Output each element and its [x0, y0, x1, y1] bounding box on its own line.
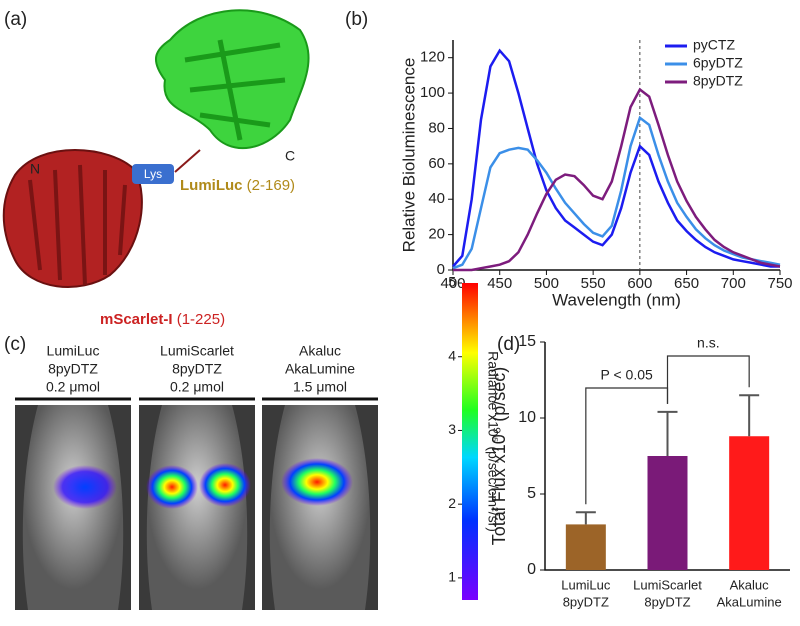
y-tick-label: 0: [437, 261, 445, 278]
series-line: [452, 48, 780, 268]
linker-label: Lys: [144, 167, 162, 181]
panel-label: (d): [497, 334, 520, 355]
group-label: AkaLumine: [285, 361, 355, 377]
group-label: Akaluc: [299, 343, 341, 359]
legend-label: 6pyDTZ: [693, 55, 743, 71]
x-tick-label: Akaluc: [730, 577, 770, 592]
colorbar: [462, 283, 478, 600]
x-tick-label: 600: [627, 275, 652, 292]
colorbar-tick-label: 3: [448, 421, 456, 437]
group-label: 0.2 μmol: [170, 379, 224, 395]
x-tick-label: 500: [534, 275, 559, 292]
domain-label: LumiLuc (2-169): [180, 177, 295, 194]
error-bar: [657, 410, 678, 456]
y-tick-label: 15: [518, 333, 536, 350]
x-tick-label: 8pyDTZ: [644, 594, 690, 609]
y-tick-label: 20: [428, 226, 445, 243]
y-tick-label: 10: [518, 409, 536, 426]
significance-label: n.s.: [697, 335, 720, 351]
n-terminus: N: [30, 161, 40, 177]
series-line: [453, 87, 781, 272]
lumiluc-structure: [155, 9, 310, 149]
y-tick-label: 60: [428, 155, 445, 172]
y-tick-label: 40: [428, 190, 445, 207]
colorbar-tick-label: 5: [448, 274, 456, 290]
lumiluc-strands: [184, 39, 286, 141]
legend-label: 8pyDTZ: [693, 73, 743, 89]
colorbar-tick-label: 1: [448, 569, 456, 585]
c-terminus: C: [285, 148, 295, 164]
y-axis-label: Relative Bioluminescence: [399, 58, 418, 253]
panel-label: (c): [4, 334, 26, 355]
legend-label: pyCTZ: [693, 37, 735, 53]
x-tick-label: 750: [767, 275, 792, 292]
x-tick-label: 700: [721, 275, 746, 292]
error-bar: [575, 511, 596, 525]
group-label: 1.5 μmol: [293, 379, 347, 395]
bar: [729, 436, 770, 570]
domain-name: LumiLuc: [180, 177, 243, 194]
panel-label: (a): [4, 9, 27, 30]
x-tick-label: 8pyDTZ: [563, 594, 609, 609]
y-axis-label: Total Flux x10⁶ (p/sec): [489, 367, 509, 545]
colorbar-tick-label: 4: [448, 347, 456, 363]
signal: [53, 465, 117, 509]
x-axis-label: Wavelength (nm): [552, 290, 681, 309]
panel-c: (c) LumiLuc 8pyDTZ 0.2 μmol LumiScarlet 8pyD…: [4, 334, 378, 610]
x-tick-label: 550: [581, 275, 606, 292]
mouse-body: [146, 405, 248, 610]
signal: [146, 465, 198, 509]
group-label: 8pyDTZ: [48, 361, 98, 377]
signal: [281, 458, 353, 506]
y-tick-label: 0: [527, 561, 536, 578]
significance-bracket: [666, 355, 750, 404]
signal: [199, 463, 251, 507]
domain-label: mScarlet-I (1-225): [100, 311, 225, 328]
error-bar: [739, 394, 760, 437]
x-tick-label: AkaLumine: [717, 594, 782, 609]
group-label: LumiLuc: [47, 343, 100, 359]
bar: [565, 524, 606, 570]
panel-label: (b): [345, 9, 368, 30]
significance-label: P < 0.05: [601, 367, 654, 383]
group-label: 8pyDTZ: [172, 361, 222, 377]
y-tick-label: 80: [428, 119, 445, 136]
domain-range: (1-225): [177, 311, 225, 328]
y-tick-label: 100: [420, 84, 445, 101]
colorbar-tick-label: 2: [448, 495, 456, 511]
x-tick-label: 650: [674, 275, 699, 292]
group-label: 0.2 μmol: [46, 379, 100, 395]
mouse-body: [269, 405, 371, 610]
mscarlet-strands: [28, 164, 127, 286]
group-label: LumiScarlet: [160, 343, 234, 359]
y-tick-label: 5: [527, 485, 536, 502]
x-tick-label: LumiScarlet: [633, 577, 702, 592]
panel-a: (a) Lys N C LumiLuc (2-169) mScarlet-I (…: [2, 9, 310, 328]
domain-range: (2-169): [247, 177, 295, 194]
lys-box: [132, 164, 174, 184]
x-tick-label: 450: [487, 275, 512, 292]
domain-name: mScarlet-I: [100, 311, 173, 328]
bar: [647, 456, 688, 570]
mouse-body: [22, 405, 124, 610]
colorbar-label: Radiance x10⁵ (p/sec/cm²/sr): [485, 351, 501, 532]
x-tick-label: LumiLuc: [561, 577, 611, 592]
y-tick-label: 120: [420, 49, 445, 66]
series-line: [452, 115, 781, 270]
x-tick-label: 400: [440, 275, 465, 292]
